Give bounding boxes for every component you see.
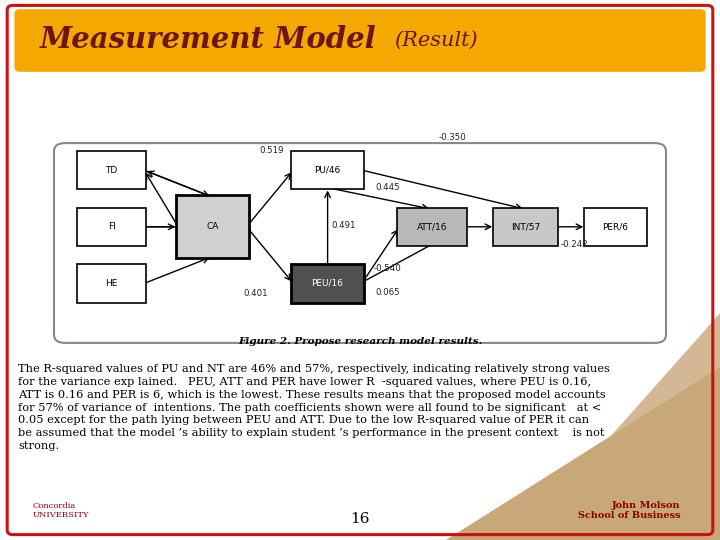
Text: 0.401: 0.401: [243, 289, 268, 298]
Text: Concordia
UNIVERSITY: Concordia UNIVERSITY: [32, 502, 89, 519]
Text: -0.242: -0.242: [561, 240, 588, 248]
FancyBboxPatch shape: [492, 208, 559, 246]
Text: for 57% of variance of  intentions. The path coefficients shown were all found t: for 57% of variance of intentions. The p…: [18, 403, 601, 413]
FancyBboxPatch shape: [77, 208, 146, 246]
FancyBboxPatch shape: [77, 265, 146, 302]
Text: be assumed that the model ’s ability to explain student ’s performance in the pr: be assumed that the model ’s ability to …: [18, 428, 605, 438]
Text: John Molson
School of Business: John Molson School of Business: [577, 501, 680, 520]
Text: Figure 2. Propose research model results.: Figure 2. Propose research model results…: [238, 338, 482, 347]
FancyBboxPatch shape: [291, 151, 364, 189]
Text: Measurement Model: Measurement Model: [40, 25, 387, 55]
FancyBboxPatch shape: [14, 9, 706, 72]
Text: 0.519: 0.519: [259, 146, 284, 154]
Text: The R-squared values of PU and NT are 46% and 57%, respectively, indicating rela: The R-squared values of PU and NT are 46…: [18, 364, 610, 375]
Text: ATT/16: ATT/16: [417, 222, 447, 231]
Text: FI: FI: [108, 222, 115, 231]
Text: -0.350: -0.350: [438, 133, 466, 142]
Text: -0.540: -0.540: [374, 265, 401, 273]
Text: TD: TD: [105, 166, 118, 174]
Text: 16: 16: [350, 512, 370, 526]
Text: (Result): (Result): [394, 30, 477, 50]
Text: strong.: strong.: [18, 441, 59, 451]
Polygon shape: [446, 367, 720, 540]
Text: PEU/16: PEU/16: [312, 279, 343, 288]
Text: 0.065: 0.065: [375, 288, 400, 297]
FancyBboxPatch shape: [397, 208, 467, 246]
Text: INT/57: INT/57: [511, 222, 540, 231]
Text: HE: HE: [105, 279, 118, 288]
Text: 0.445: 0.445: [375, 184, 400, 192]
Text: PU/46: PU/46: [315, 166, 341, 174]
FancyBboxPatch shape: [584, 208, 647, 246]
Text: 0.491: 0.491: [331, 221, 356, 230]
Text: CA: CA: [206, 222, 219, 231]
Polygon shape: [396, 313, 720, 540]
Text: PER/6: PER/6: [603, 222, 629, 231]
Text: 0.05 except for the path lying between PEU and ATT. Due to the low R-squared val: 0.05 except for the path lying between P…: [18, 415, 589, 426]
FancyBboxPatch shape: [291, 265, 364, 302]
FancyBboxPatch shape: [77, 151, 146, 189]
FancyBboxPatch shape: [176, 195, 249, 258]
FancyBboxPatch shape: [54, 143, 666, 343]
Text: ATT is 0.16 and PER is 6, which is the lowest. These results means that the prop: ATT is 0.16 and PER is 6, which is the l…: [18, 390, 606, 400]
Text: for the variance exp lained.   PEU, ATT and PER have lower R  -squared values, w: for the variance exp lained. PEU, ATT an…: [18, 377, 591, 387]
